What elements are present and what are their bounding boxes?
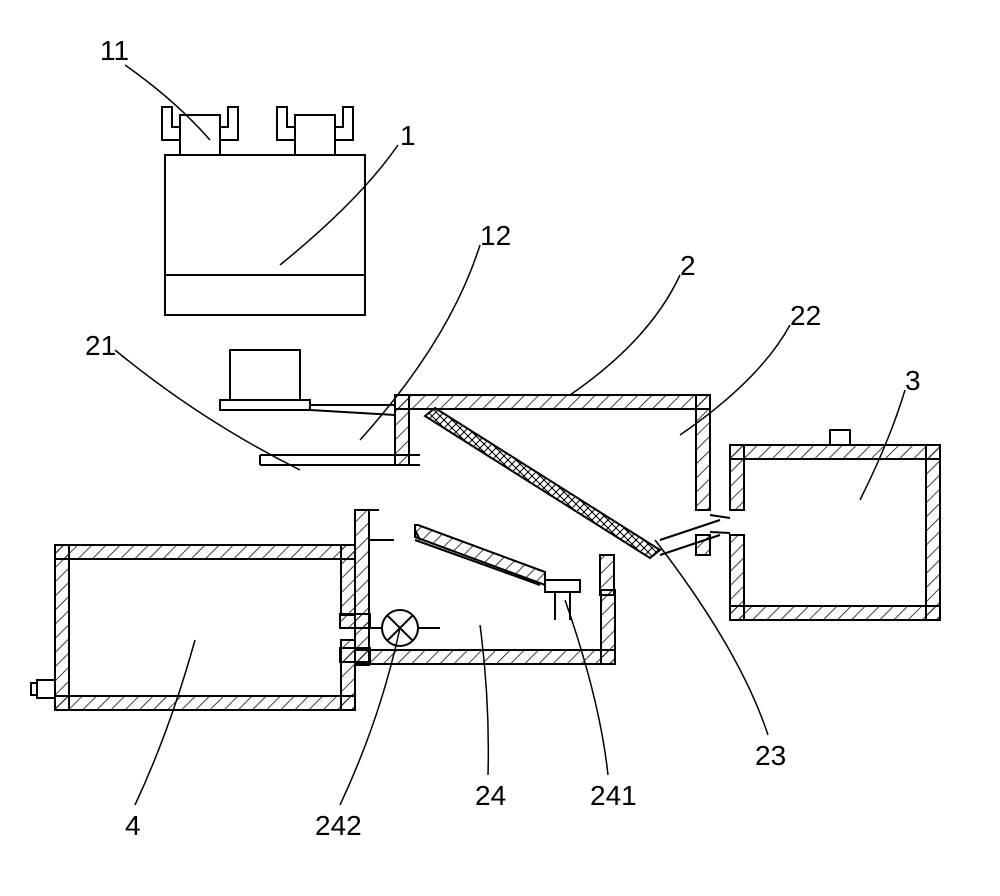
label-24: 24 [475, 780, 506, 812]
label-4: 4 [125, 810, 141, 842]
label-242: 242 [315, 810, 362, 842]
label-241: 241 [590, 780, 637, 812]
label-21: 21 [85, 330, 116, 362]
label-22: 22 [790, 300, 821, 332]
label-12: 12 [480, 220, 511, 252]
label-1: 1 [400, 120, 416, 152]
label-11: 11 [100, 35, 129, 67]
label-3: 3 [905, 365, 921, 397]
diagram-svg [0, 0, 1000, 896]
label-23: 23 [755, 740, 786, 772]
technical-diagram: 1111222232123242412424 [0, 0, 1000, 896]
label-2: 2 [680, 250, 696, 282]
